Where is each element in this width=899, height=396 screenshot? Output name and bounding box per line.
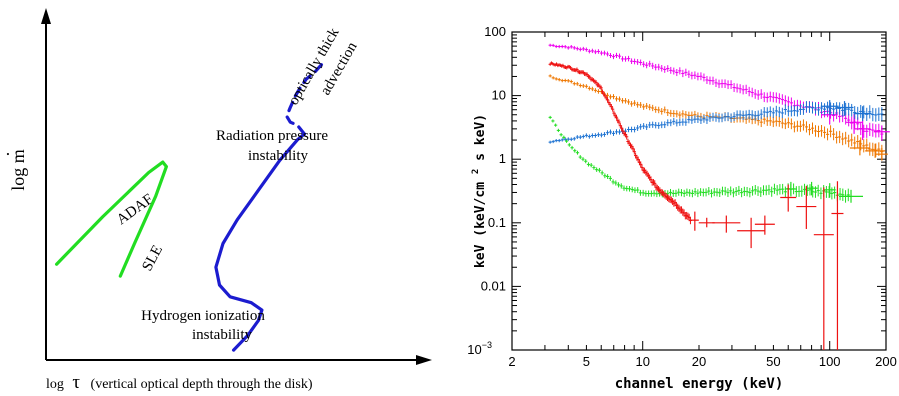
left-curves [54,58,328,352]
x-tick-label: 20 [692,354,706,369]
x-tick-label: 5 [583,354,590,369]
y-tick-label: 0.01 [481,278,506,293]
right-series [548,43,890,350]
right-y-label-main: keV (keV/cm [473,182,488,268]
annotation-radiation-line1: Radiation pressure [216,128,328,144]
x-tick-label: 200 [875,354,897,369]
y-tick-label: 10 [492,88,506,103]
left-x-label-symbol: τ [72,372,80,393]
schematic-curve-1 [214,132,306,352]
annotation-radiation-line2: instability [248,148,309,164]
right-x-label: channel energy (keV) [615,376,784,392]
left-x-label-prefix: log [46,377,64,392]
right-y-label-tail: s keV) [473,114,488,161]
right-y-label-group: keV (keV/cm 2 s keV) [467,114,488,268]
left-y-label-group: log m · [0,149,28,191]
right-tick-labels: 2 5 10 20 50 100 200 10−3 0.01 0.1 1 10 100 [467,24,897,369]
series-3 [548,115,864,203]
schematic-curve-2 [285,58,328,136]
left-y-label-dot: · [0,151,18,157]
x-tick-label: 100 [819,354,841,369]
right-panel: 2 5 10 20 50 100 200 10−3 0.01 0.1 1 10 100 channel … [467,24,897,392]
left-y-axis-arrowhead [41,8,51,24]
annotation-hydrogen-line2: instability [192,327,253,343]
left-panel: log m · log τ (vertical optical depth th… [0,8,432,393]
y-tick-label: 100 [484,24,506,39]
y-tick-label: 1 [499,151,506,166]
series-0 [548,43,890,141]
y-tick-label: 10−3 [467,340,492,357]
left-x-label-rest: (vertical optical depth through the disk… [91,377,313,392]
right-y-label: keV (keV/cm 2 s keV) [467,114,488,268]
x-tick-label: 50 [766,354,780,369]
series-2 [548,100,884,144]
schematic-curve-0 [54,160,168,278]
left-y-label: log m [8,149,28,191]
y-tick-label: 0.1 [488,215,506,230]
x-tick-label: 10 [635,354,649,369]
x-tick-label: 2 [508,354,515,369]
right-axis-ticks [511,32,887,351]
right-y-label-sup: 2 [471,169,481,174]
annotation-sle: SLE [139,243,166,274]
series-4 [548,61,844,350]
left-x-axis-arrowhead [416,355,432,365]
annotation-hydrogen-line1: Hydrogen ionization [141,308,265,324]
left-x-label: log τ (vertical optical depth through th… [46,372,313,393]
